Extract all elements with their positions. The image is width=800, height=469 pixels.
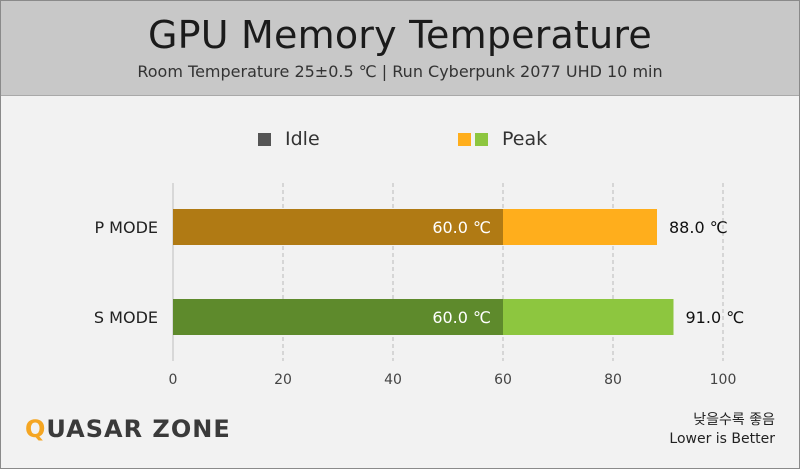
- legend-swatch-idle: [258, 132, 271, 146]
- legend-item-peak: Peak: [458, 128, 547, 150]
- data-label-peak-1: 91.0 ℃: [686, 308, 745, 327]
- chart-subtitle: Room Temperature 25±0.5 ℃ | Run Cyberpun…: [137, 62, 663, 81]
- note-english: Lower is Better: [669, 431, 775, 447]
- quasarzone-logo: QUASAR ZONE: [25, 415, 231, 443]
- bar-idle-1: [173, 299, 503, 335]
- data-label-peak-0: 88.0 ℃: [669, 218, 728, 237]
- chart-header: GPU Memory Temperature Room Temperature …: [1, 1, 799, 96]
- x-tick-label-60: 60: [494, 372, 512, 388]
- category-label-0: P MODE: [94, 218, 158, 237]
- note-korean: 낮을수록 좋음: [693, 412, 775, 428]
- bar-idle-0: [173, 209, 503, 245]
- chart-note: 낮을수록 좋음 Lower is Better: [669, 411, 775, 449]
- data-label-idle-1: 60.0 ℃: [432, 308, 491, 327]
- x-tick-label-100: 100: [710, 372, 737, 388]
- x-tick-label-20: 20: [274, 372, 292, 388]
- x-tick-label-80: 80: [604, 372, 622, 388]
- category-label-1: S MODE: [94, 308, 158, 327]
- legend-item-idle: Idle: [258, 128, 320, 150]
- legend-swatch-peak-orange: [458, 132, 471, 146]
- data-label-idle-0: 60.0 ℃: [432, 218, 491, 237]
- legend-label-idle: Idle: [285, 128, 320, 150]
- x-tick-label-40: 40: [384, 372, 402, 388]
- chart-title: GPU Memory Temperature: [148, 13, 652, 57]
- legend-swatch-peak-green: [475, 132, 488, 146]
- legend-label-peak: Peak: [502, 128, 548, 150]
- x-tick-label-0: 0: [169, 372, 178, 388]
